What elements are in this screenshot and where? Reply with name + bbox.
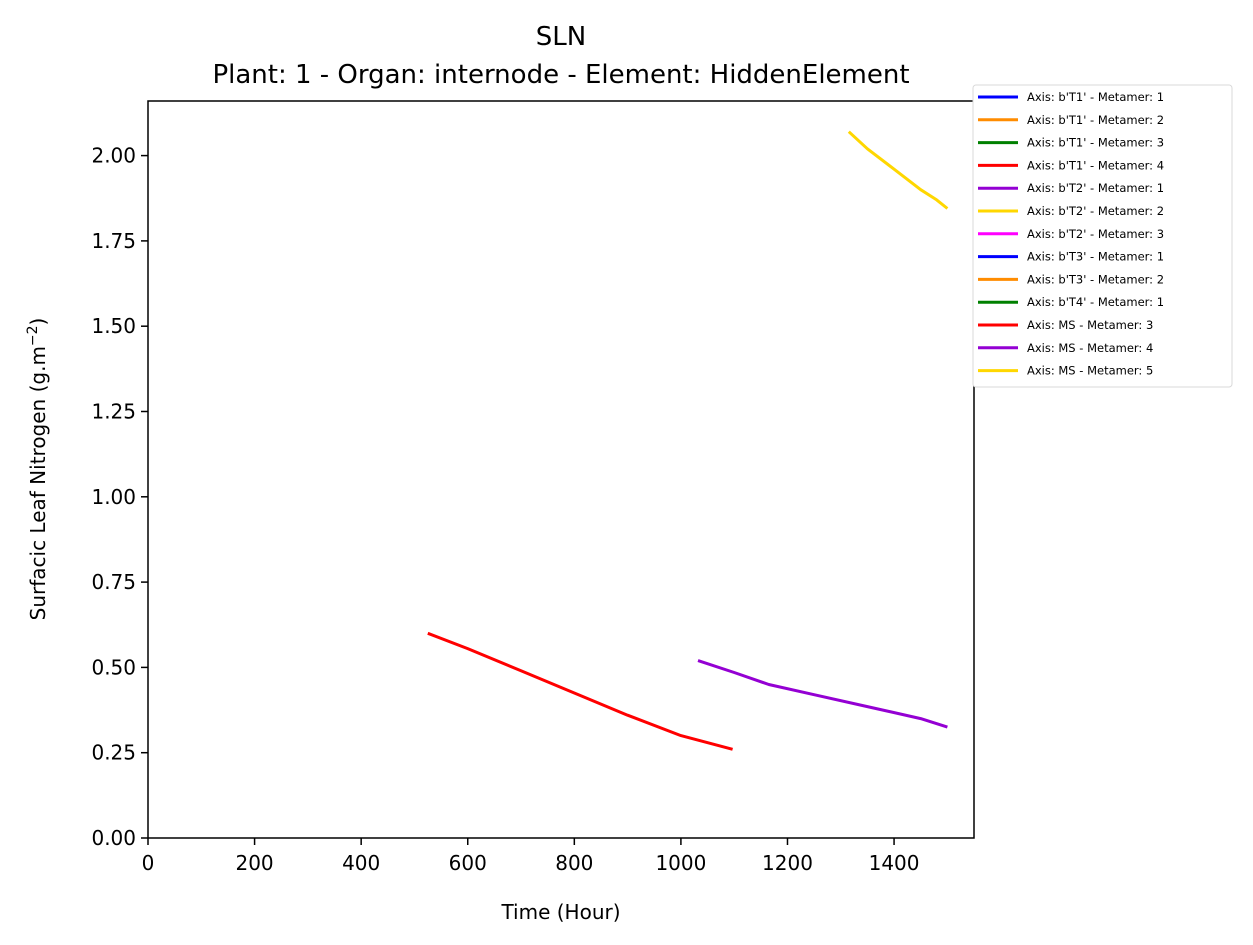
- chart-subtitle: Plant: 1 - Organ: internode - Element: H…: [212, 60, 909, 90]
- legend: Axis: b'T1' - Metamer: 1 Axis: b'T1' - Me…: [972, 84, 1233, 388]
- legend-item-label: Axis: b'T4' - Metamer: 1: [1027, 295, 1164, 309]
- series-line-axis-ms-metamer-5: [847, 130, 949, 210]
- legend-item-label: Axis: b'T3' - Metamer: 2: [1027, 272, 1164, 286]
- legend-frame: [972, 84, 1233, 388]
- plot-area: [147, 100, 975, 839]
- x-tick-label: 400: [342, 851, 380, 875]
- chart-title: SLN: [536, 22, 586, 52]
- series-line-axis-ms-metamer-4: [697, 659, 948, 729]
- legend-item-label: Axis: MS - Metamer: 3: [1027, 318, 1153, 332]
- legend-item-label: Axis: MS - Metamer: 5: [1027, 364, 1153, 378]
- legend-item-label: Axis: b'T2' - Metamer: 1: [1027, 181, 1164, 195]
- y-tick-label: 1.25: [91, 399, 136, 423]
- y-tick-label: 1.50: [91, 314, 136, 338]
- series-line-axis-ms-metamer-3: [427, 631, 733, 751]
- legend-item-label: Axis: b'T2' - Metamer: 3: [1027, 227, 1164, 241]
- plot-frame: [147, 100, 975, 839]
- legend-items: Axis: b'T1' - Metamer: 1 Axis: b'T1' - Me…: [978, 90, 1164, 378]
- y-tick-label: 0.25: [91, 741, 136, 765]
- x-tick-label: 1400: [869, 851, 920, 875]
- y-axis-label-main: Surfacic Leaf Nitrogen (g.m: [26, 346, 50, 620]
- y-tick-label: 0.00: [91, 826, 136, 850]
- legend-item-label: Axis: b'T1' - Metamer: 4: [1027, 158, 1164, 172]
- x-tick-label: 200: [235, 851, 273, 875]
- legend-item-label: Axis: b'T1' - Metamer: 2: [1027, 113, 1164, 127]
- y-axis-label-suffix: ): [26, 318, 50, 326]
- y-tick-label: 0.50: [91, 655, 136, 679]
- legend-item-label: Axis: b'T1' - Metamer: 1: [1027, 90, 1164, 104]
- x-axis-ticks: 0 200 400 600 800 1000 1200 1400: [142, 838, 920, 875]
- y-axis-ticks: 0.00 0.25 0.50 0.75 1.00 1.25 1.50 1.75 2.00: [91, 144, 148, 850]
- legend-item-label: Axis: MS - Metamer: 4: [1027, 341, 1153, 355]
- y-tick-label: 1.75: [91, 229, 136, 253]
- x-tick-label: 800: [555, 851, 593, 875]
- x-tick-label: 1200: [762, 851, 813, 875]
- y-tick-label: 2.00: [91, 144, 136, 168]
- x-tick-label: 0: [142, 851, 155, 875]
- x-axis-label: Time (Hour): [500, 900, 620, 924]
- y-tick-label: 0.75: [91, 570, 136, 594]
- legend-item-label: Axis: b'T3' - Metamer: 1: [1027, 250, 1164, 264]
- y-tick-label: 1.00: [91, 485, 136, 509]
- legend-item-label: Axis: b'T2' - Metamer: 2: [1027, 204, 1164, 218]
- x-tick-label: 600: [449, 851, 487, 875]
- x-tick-label: 1000: [655, 851, 706, 875]
- y-axis-label: Surfacic Leaf Nitrogen (g.m−2): [25, 318, 50, 621]
- y-axis-label-superscript: −2: [25, 325, 41, 346]
- legend-item-label: Axis: b'T1' - Metamer: 3: [1027, 136, 1164, 150]
- series-lines: [427, 130, 949, 751]
